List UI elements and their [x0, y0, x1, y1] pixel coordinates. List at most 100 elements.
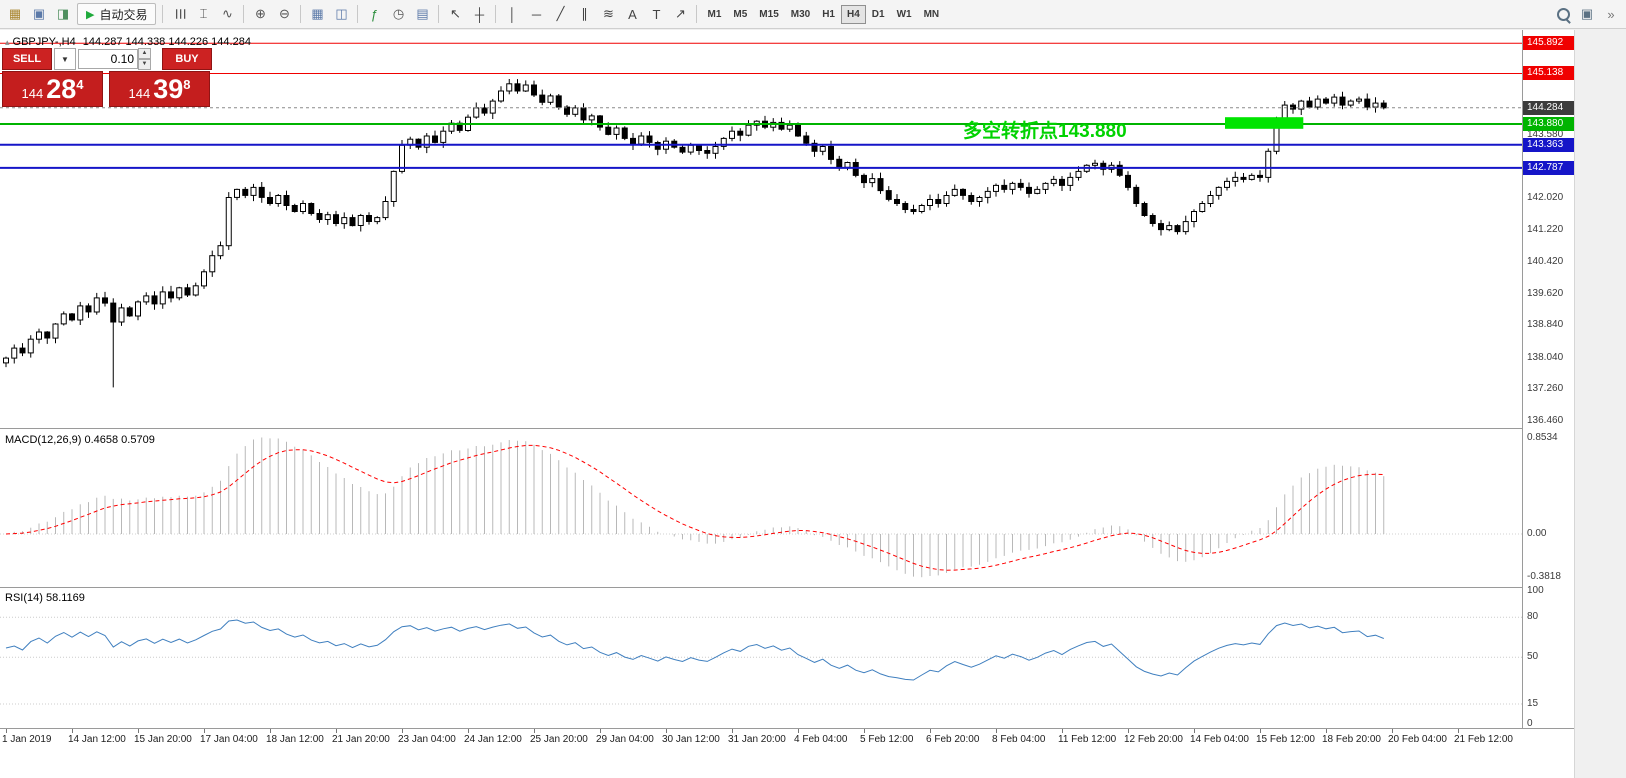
- volume-input[interactable]: [78, 49, 138, 69]
- rsi-name: RSI(14): [5, 592, 43, 604]
- rsi-axis-label: 80: [1527, 611, 1539, 623]
- rsi-value: 58.1169: [45, 592, 85, 604]
- macd-plot[interactable]: [0, 430, 1522, 586]
- timeframe-H1[interactable]: H1: [822, 8, 835, 20]
- periods-icon[interactable]: ◷: [392, 6, 405, 21]
- charts-icon[interactable]: ▣: [32, 6, 46, 21]
- text-icon[interactable]: A: [628, 6, 637, 22]
- time-tick: [402, 729, 403, 733]
- buy-price-pips: 39: [153, 73, 184, 104]
- bar-chart-icon[interactable]: ☰: [172, 8, 188, 20]
- horizontal-line-icon[interactable]: ─: [531, 6, 542, 22]
- candlestick-chart-icon[interactable]: ⌶: [199, 6, 208, 21]
- axis-price-label: 143.580: [1527, 129, 1564, 141]
- macd-values: 0.4658 0.5709: [84, 434, 155, 446]
- vertical-line-icon[interactable]: │: [508, 6, 517, 22]
- time-label: 21 Jan 20:00: [332, 734, 390, 745]
- buy-price-tile[interactable]: 144 39 8: [109, 71, 210, 107]
- macd-histogram: [13, 437, 1385, 578]
- time-label: 18 Feb 20:00: [1322, 734, 1381, 745]
- trendline-icon[interactable]: ╱: [556, 6, 565, 21]
- time-tick: [732, 729, 733, 733]
- macd-name: MACD(12,26,9): [5, 434, 82, 446]
- price-level-badge: 145.892: [1523, 36, 1575, 51]
- price-axis[interactable]: 143.580 142.020 141.220 140.420 139.620 138.8…: [1522, 30, 1575, 729]
- panel-separator[interactable]: [0, 587, 1574, 588]
- sell-price-tile[interactable]: 144 28 4: [2, 71, 103, 107]
- time-label: 8 Feb 04:00: [992, 734, 1046, 745]
- toolbar-separator: [438, 5, 440, 23]
- arrange-windows-icon[interactable]: ◫: [335, 6, 348, 21]
- volume-up-icon[interactable]: ▲: [138, 48, 151, 59]
- axis-price-label: 138.040: [1527, 351, 1564, 363]
- zoom-out-icon[interactable]: ⊖: [279, 6, 290, 21]
- rsi-axis-label: 100: [1527, 584, 1544, 596]
- time-tick: [468, 729, 469, 733]
- market-watch-icon[interactable]: ◨: [56, 6, 70, 21]
- time-tick: [204, 729, 205, 733]
- price-level-badge: 145.138: [1523, 66, 1575, 81]
- channel-icon[interactable]: ∥: [581, 6, 588, 21]
- autotrading-button[interactable]: ▶ 自动交易: [77, 3, 157, 25]
- cursor-icon[interactable]: ↖: [450, 6, 461, 21]
- window-right-gutter: [1574, 30, 1626, 778]
- macd-axis-label: 0.8534: [1527, 431, 1558, 443]
- axis-price-label: 138.840: [1527, 319, 1564, 331]
- timeframe-M5[interactable]: M5: [733, 8, 748, 20]
- sell-button[interactable]: SELL: [2, 48, 52, 70]
- green-highlight-rect[interactable]: [1225, 117, 1304, 129]
- macd-label: MACD(12,26,9) 0.4658 0.5709: [5, 434, 155, 446]
- volume-dropdown[interactable]: ▼: [54, 48, 76, 70]
- tile-windows-icon[interactable]: ▦: [311, 6, 324, 21]
- panel-separator[interactable]: [0, 428, 1574, 429]
- time-label: 29 Jan 04:00: [596, 734, 654, 745]
- rsi-line: [5, 619, 1384, 681]
- time-label: 15 Jan 20:00: [134, 734, 192, 745]
- rsi-axis-label: 50: [1527, 651, 1539, 663]
- new-order-icon[interactable]: ▦: [8, 6, 22, 21]
- fibonacci-icon[interactable]: ≋: [603, 6, 614, 21]
- time-tick: [6, 729, 7, 733]
- rsi-plot[interactable]: [0, 588, 1522, 728]
- axis-price-label: 136.460: [1527, 414, 1564, 426]
- timeframe-M30[interactable]: M30: [790, 8, 811, 20]
- buy-button[interactable]: BUY: [162, 48, 212, 70]
- timeframe-D1[interactable]: D1: [871, 8, 885, 20]
- axis-price-label: 141.220: [1527, 223, 1564, 235]
- time-axis[interactable]: 1 Jan 2019 14 Jan 12:00 15 Jan 20:00 17 Jan…: [0, 728, 1574, 753]
- indicators-icon[interactable]: ƒ: [370, 6, 379, 22]
- toolbar-separator: [696, 5, 698, 23]
- rsi-axis-label: 15: [1527, 698, 1539, 709]
- timeframe-M1[interactable]: M1: [707, 8, 722, 20]
- time-label: 30 Jan 12:00: [662, 734, 720, 745]
- timeframe-H4[interactable]: H4: [841, 4, 866, 24]
- toolbar-overflow-icon[interactable]: »: [1607, 6, 1615, 22]
- crosshair-icon[interactable]: ┼: [474, 6, 485, 22]
- time-label: 5 Feb 12:00: [860, 734, 914, 745]
- volume-down-icon[interactable]: ▼: [138, 59, 151, 70]
- chart-window[interactable]: ▴ GBPJPY-,H4 144.287 144.338 144.226 144.2…: [0, 30, 1626, 778]
- current-price-badge: 144.284: [1523, 100, 1575, 115]
- search-icon[interactable]: [1551, 3, 1575, 25]
- axis-price-label: 139.620: [1527, 288, 1564, 300]
- text-label-icon[interactable]: T: [652, 6, 661, 22]
- autotrading-label: 自动交易: [99, 7, 148, 22]
- time-tick: [534, 729, 535, 733]
- line-chart-icon[interactable]: ∿: [222, 6, 233, 21]
- templates-icon[interactable]: ▤: [416, 6, 429, 21]
- rsi-label: RSI(14) 58.1169: [5, 592, 85, 604]
- zoom-in-icon[interactable]: ⊕: [255, 6, 266, 21]
- pivot-annotation[interactable]: 多空转折点143.880: [963, 121, 1127, 142]
- timeframe-M15[interactable]: M15: [759, 8, 779, 20]
- new-chart-window-icon[interactable]: ▣: [1580, 6, 1594, 21]
- main-chart-plot[interactable]: [0, 30, 1522, 428]
- time-tick: [996, 729, 997, 733]
- arrows-icon[interactable]: ↗: [675, 6, 686, 21]
- time-tick: [138, 729, 139, 733]
- timeframe-W1[interactable]: W1: [896, 8, 912, 20]
- chart-symbol-icon: ▴: [5, 37, 10, 47]
- time-label: 25 Jan 20:00: [530, 734, 588, 745]
- timeframe-MN[interactable]: MN: [923, 8, 940, 20]
- toolbar-separator: [495, 5, 497, 23]
- chart-title: ▴ GBPJPY-,H4 144.287 144.338 144.226 144.2…: [5, 36, 251, 48]
